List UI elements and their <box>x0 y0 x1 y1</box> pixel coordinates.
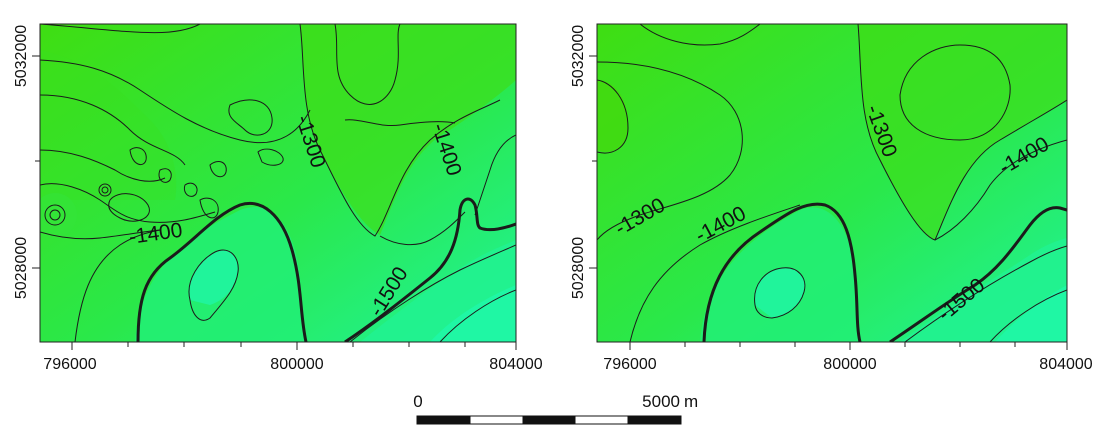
left-x-tick-800000: 800000 <box>270 356 323 373</box>
scale-start-label: 0 <box>413 392 422 411</box>
scale-segment-4 <box>574 415 629 425</box>
left-contours <box>40 24 516 342</box>
right-map-frame <box>596 23 1068 343</box>
scale-segment-5 <box>627 415 682 425</box>
left-x-tick-804000: 804000 <box>489 356 542 373</box>
right-contours <box>597 24 1067 342</box>
scale-end-label: 5000 <box>642 392 680 411</box>
left-y-tick-5032000: 5032000 <box>13 25 30 87</box>
scale-segments <box>416 415 682 425</box>
right-ticks <box>589 55 1068 350</box>
left-y-tick-5028000: 5028000 <box>13 237 30 299</box>
right-y-tick-5032000: 5032000 <box>570 25 587 87</box>
right-x-tick-800000: 800000 <box>823 356 876 373</box>
scale-segment-3 <box>522 415 576 425</box>
left-map-frame <box>39 23 517 343</box>
right-x-tick-796000: 796000 <box>603 356 656 373</box>
scale-bar: 0 5000 m <box>413 392 698 425</box>
right-y-tick-5028000: 5028000 <box>570 237 587 299</box>
left-x-tick-796000: 796000 <box>43 356 96 373</box>
scale-segment-1 <box>416 415 471 425</box>
right-map: -1300 -1300 -1400 -1400 -1500 796000 800… <box>570 23 1093 373</box>
scale-unit-label: m <box>684 392 698 411</box>
left-ticks <box>32 55 517 350</box>
scale-segment-2 <box>469 415 524 425</box>
left-map-surface <box>40 24 516 342</box>
left-map: -1300 -1400 -1400 -1500 796000 800000 80… <box>13 23 543 373</box>
right-x-tick-804000: 804000 <box>1039 356 1092 373</box>
right-map-surface <box>597 24 1067 342</box>
